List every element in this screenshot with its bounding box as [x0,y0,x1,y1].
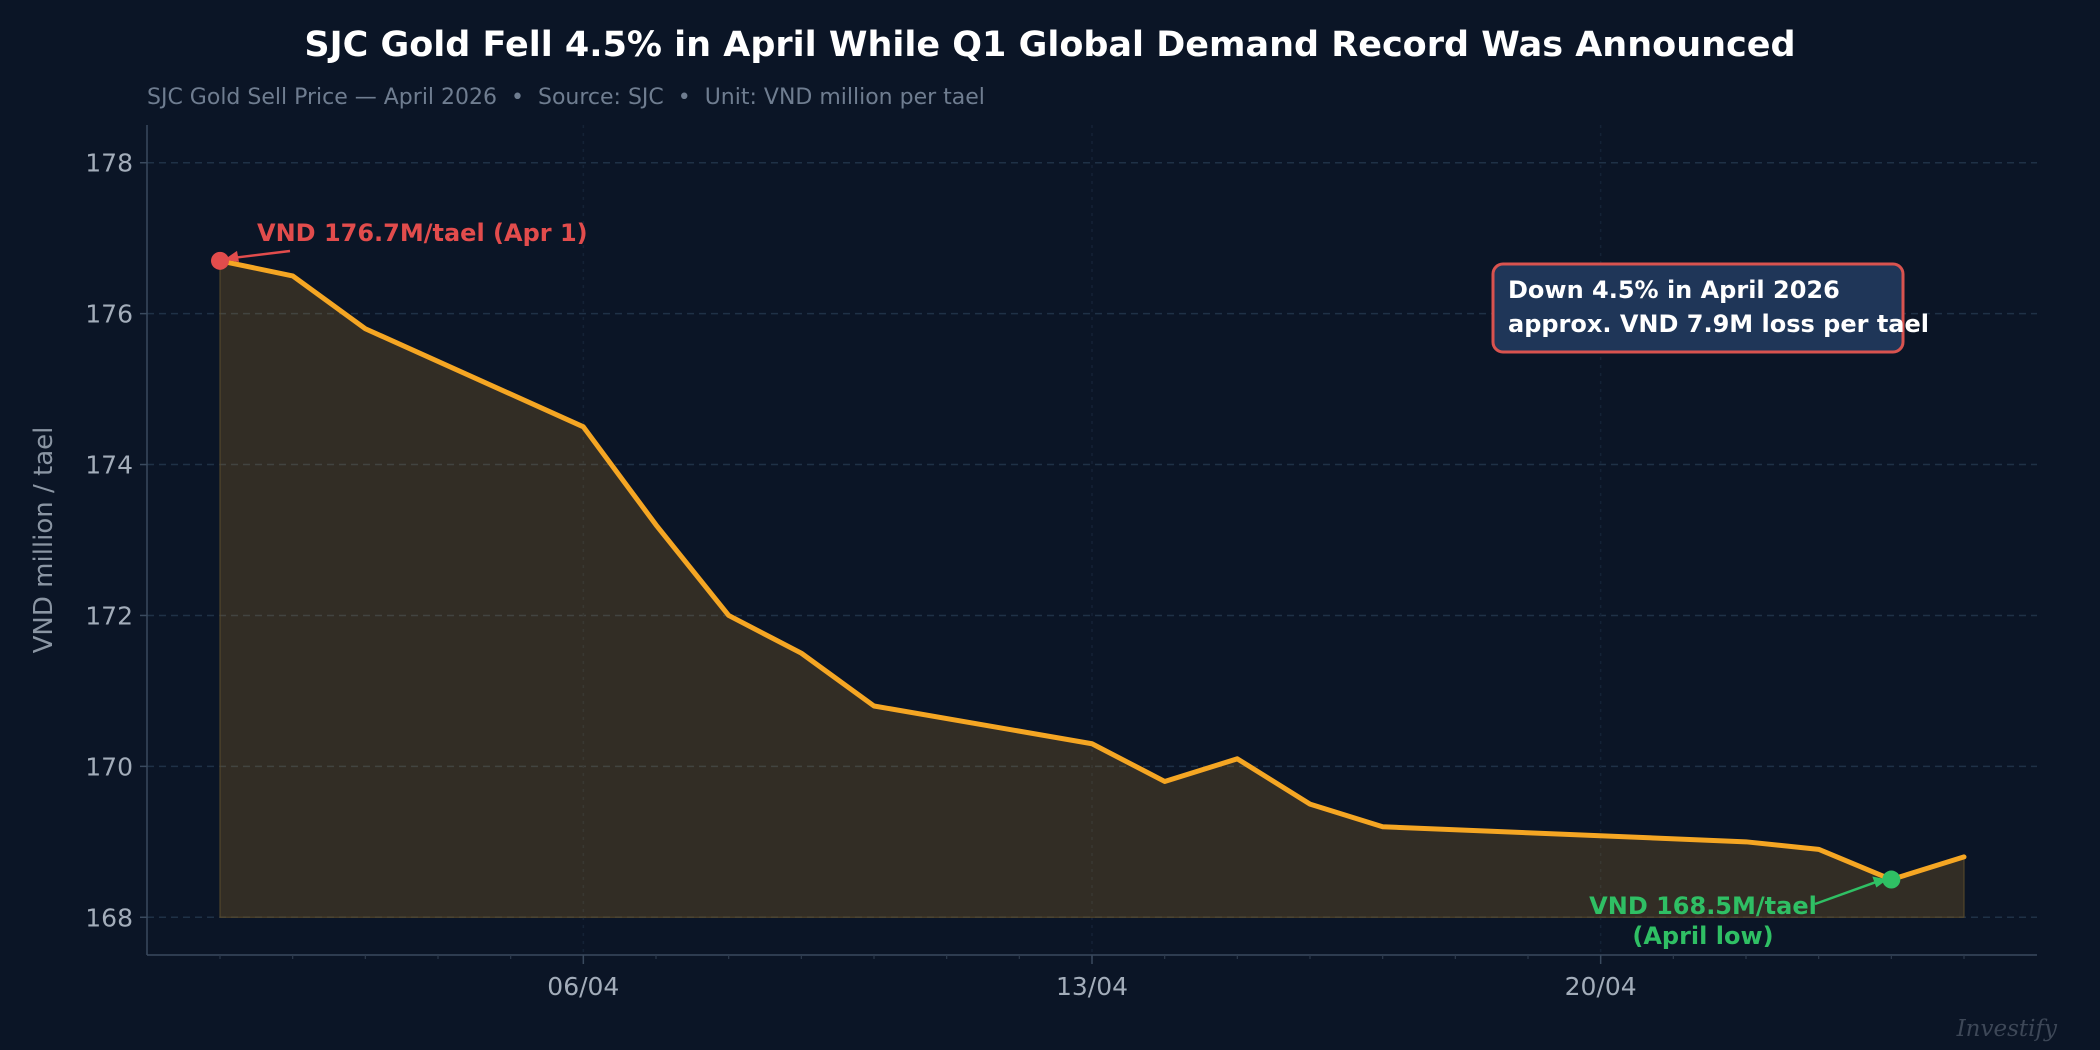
y-tick-label: 168 [85,903,133,932]
y-axis-label: VND million / tael [29,427,59,654]
high-arrow-line [233,249,291,260]
x-ticks: 06/04 13/04 20/04 [219,955,1965,1001]
chart-title: SJC Gold Fell 4.5% in April While Q1 Glo… [304,25,1795,65]
high-annotation: VND 176.7M/tael (Apr 1) [257,219,588,247]
annotations: VND 176.7M/tael (Apr 1) VND 168.5M/tael(A… [211,219,1929,950]
low-annotation-line1: VND 168.5M/tael [1589,892,1817,920]
area-layer [217,258,1967,918]
summary-line1: Down 4.5% in April 2026 [1508,276,1840,304]
high-arrow-head [224,250,239,262]
watermark: Investify [1956,1016,2058,1042]
low-annotation-line2: (April low) [1632,922,1773,950]
y-ticks: 168 170 172 174 176 178 [85,149,147,932]
y-tick-label: 174 [85,451,133,480]
low-arrow-line [1814,880,1878,906]
y-tick-label: 172 [85,601,133,630]
low-arrow-head [1872,876,1888,888]
x-tick-label: 06/04 [547,972,619,1001]
x-tick-label: 20/04 [1565,972,1637,1001]
chart-subtitle: SJC Gold Sell Price — April 2026 • Sourc… [147,85,985,110]
y-tick-label: 170 [85,752,133,781]
y-tick-label: 178 [85,149,133,178]
x-tick-label: 13/04 [1056,972,1128,1001]
summary-line2: approx. VND 7.9M loss per tael [1508,310,1929,338]
summary-box [1491,262,1905,354]
high-marker [211,251,229,270]
y-tick-label: 176 [85,300,133,329]
low-marker [1882,870,1901,889]
